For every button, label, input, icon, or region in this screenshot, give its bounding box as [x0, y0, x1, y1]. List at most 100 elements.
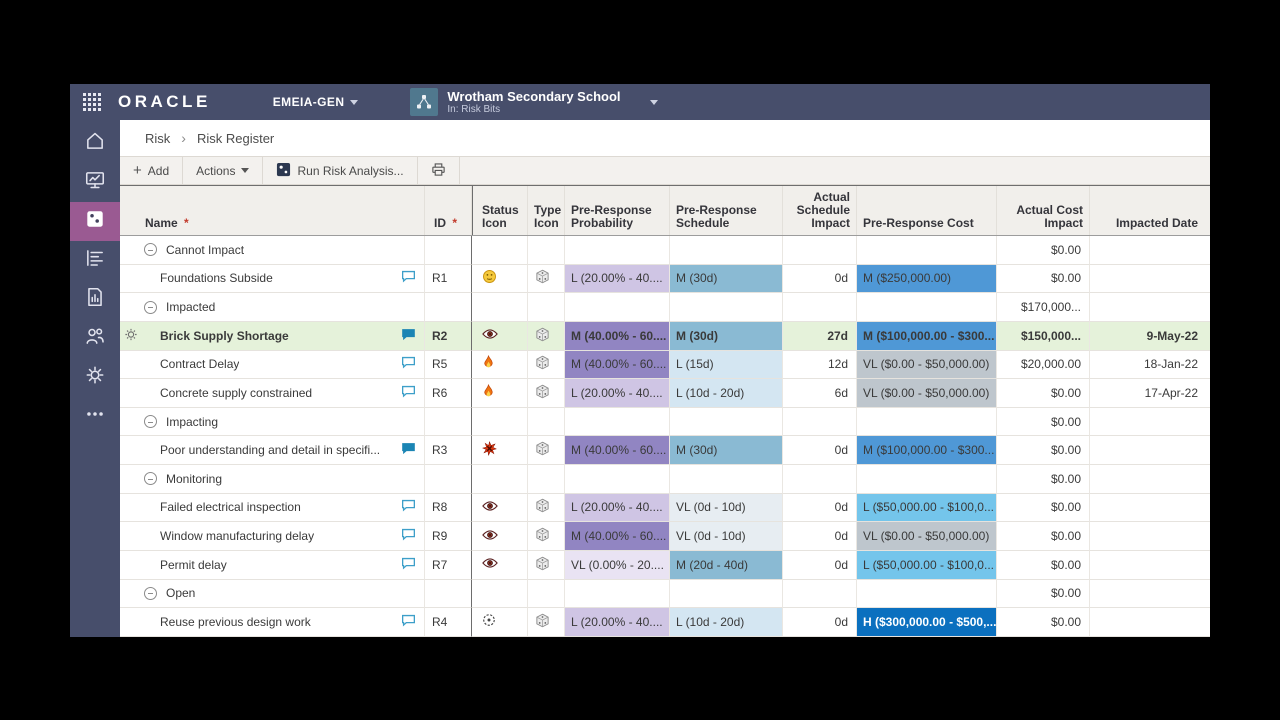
actual-schedule-impact-cell[interactable]: 0d — [783, 493, 857, 523]
comment-icon[interactable] — [401, 328, 416, 344]
probability-cell[interactable] — [565, 236, 670, 265]
probability-cell[interactable]: VL (0.00% - 20.... — [565, 550, 670, 580]
name-cell[interactable]: Foundations Subside — [120, 264, 425, 294]
schedule-cell[interactable]: VL (0d - 10d) — [670, 493, 783, 523]
column-header-type[interactable]: Type Icon — [528, 186, 565, 235]
actual-cost-impact-cell[interactable]: $0.00 — [997, 379, 1090, 408]
collapse-icon[interactable] — [144, 243, 157, 257]
actual-schedule-impact-cell[interactable] — [783, 465, 857, 494]
impacted-date-cell[interactable] — [1090, 551, 1210, 580]
comment-icon[interactable] — [401, 270, 416, 286]
actual-schedule-impact-cell[interactable]: 12d — [783, 350, 857, 380]
status-icon-cell[interactable] — [471, 379, 528, 408]
schedule-cell[interactable]: VL (0d - 10d) — [670, 522, 783, 551]
schedule-cell[interactable]: M (30d) — [670, 321, 783, 351]
actual-cost-impact-cell[interactable]: $150,000... — [997, 321, 1090, 351]
name-cell[interactable]: Contract Delay — [120, 350, 425, 380]
name-cell[interactable]: Permit delay — [120, 550, 425, 580]
name-cell[interactable]: Impacted — [120, 293, 425, 322]
status-icon-cell[interactable] — [471, 321, 528, 351]
actual-cost-impact-cell[interactable]: $0.00 — [997, 436, 1090, 465]
schedule-cell[interactable]: M (20d - 40d) — [670, 550, 783, 580]
impacted-date-cell[interactable] — [1090, 436, 1210, 465]
actual-schedule-impact-cell[interactable]: 0d — [783, 608, 857, 637]
impacted-date-cell[interactable] — [1090, 236, 1210, 265]
actual-schedule-impact-cell[interactable]: 6d — [783, 379, 857, 408]
id-cell[interactable] — [425, 293, 472, 322]
project-selector[interactable]: Wrotham Secondary School In: Risk Bits — [410, 88, 658, 116]
sidebar-item-more-ellipsis[interactable] — [70, 397, 120, 436]
probability-cell[interactable] — [565, 407, 670, 437]
column-header-date[interactable]: Impacted Date — [1115, 216, 1198, 230]
id-cell[interactable]: R9 — [425, 522, 472, 551]
impacted-date-cell[interactable]: 9-May-22 — [1090, 322, 1210, 351]
table-row-R5[interactable]: Contract Delay R5 M (40.00% - 60.... L (15d… — [120, 350, 1210, 380]
schedule-cell[interactable] — [670, 579, 783, 609]
comment-icon[interactable] — [401, 499, 416, 515]
impacted-date-cell[interactable] — [1090, 494, 1210, 523]
impacted-date-cell[interactable] — [1090, 293, 1210, 322]
actual-cost-impact-cell[interactable]: $0.00 — [997, 465, 1090, 494]
type-icon-cell[interactable] — [528, 236, 565, 265]
cost-cell[interactable] — [857, 579, 997, 609]
comment-icon[interactable] — [401, 614, 416, 630]
type-icon-cell[interactable] — [528, 321, 565, 351]
app-grid-icon[interactable] — [82, 92, 102, 112]
print-button[interactable] — [418, 157, 460, 184]
actual-schedule-impact-cell[interactable] — [783, 407, 857, 437]
status-icon-cell[interactable] — [471, 236, 528, 265]
schedule-cell[interactable]: L (10d - 20d) — [670, 379, 783, 408]
comment-icon[interactable] — [401, 528, 416, 544]
actual-schedule-impact-cell[interactable]: 0d — [783, 522, 857, 551]
actual-cost-impact-cell[interactable]: $0.00 — [997, 522, 1090, 551]
id-cell[interactable]: R1 — [425, 264, 472, 294]
column-header-asi[interactable]: Actual Schedule Impact — [783, 186, 857, 235]
type-icon-cell[interactable] — [528, 579, 565, 609]
column-header-name[interactable]: Name * — [120, 186, 425, 235]
cost-cell[interactable]: M ($100,000.00 - $300... — [857, 321, 997, 351]
comment-icon[interactable] — [401, 385, 416, 401]
sidebar-item-people[interactable] — [70, 319, 120, 358]
table-row-R9[interactable]: Window manufacturing delay R9 M (40.00% - … — [120, 522, 1210, 551]
actual-cost-impact-cell[interactable]: $170,000... — [997, 293, 1090, 322]
type-icon-cell[interactable] — [528, 550, 565, 580]
table-row-R2[interactable]: Brick Supply Shortage R2 M (40.00% - 60...… — [120, 321, 1210, 351]
schedule-cell[interactable]: L (15d) — [670, 350, 783, 380]
cost-cell[interactable]: L ($50,000.00 - $100,0... — [857, 550, 997, 580]
table-row-R6[interactable]: Concrete supply constrained R6 L (20.00% -… — [120, 379, 1210, 408]
actual-cost-impact-cell[interactable]: $0.00 — [997, 579, 1090, 609]
breadcrumb-risk[interactable]: Risk — [145, 130, 171, 146]
cost-cell[interactable] — [857, 465, 997, 494]
probability-cell[interactable]: M (40.00% - 60.... — [565, 436, 670, 465]
type-icon-cell[interactable] — [528, 379, 565, 408]
name-cell[interactable]: Failed electrical inspection — [120, 493, 425, 523]
status-icon-cell[interactable] — [471, 407, 528, 437]
id-cell[interactable] — [425, 579, 472, 609]
table-row-R7[interactable]: Permit delay R7 VL (0.00% - 20.... M (20d -… — [120, 550, 1210, 580]
actual-schedule-impact-cell[interactable]: 0d — [783, 264, 857, 294]
add-button[interactable]: + Add — [120, 157, 184, 184]
group-row-impacting[interactable]: Impacting $0.00 — [120, 407, 1210, 437]
column-header-id[interactable]: ID * — [425, 186, 472, 235]
cost-cell[interactable]: L ($50,000.00 - $100,0... — [857, 493, 997, 523]
impacted-date-cell[interactable] — [1090, 608, 1210, 637]
status-icon-cell[interactable] — [471, 522, 528, 551]
probability-cell[interactable]: M (40.00% - 60.... — [565, 522, 670, 551]
status-icon-cell[interactable] — [471, 465, 528, 494]
actual-cost-impact-cell[interactable]: $0.00 — [997, 608, 1090, 637]
workspace-selector[interactable]: EMEIA-GEN — [273, 95, 359, 109]
type-icon-cell[interactable] — [528, 293, 565, 322]
cost-cell[interactable]: H ($300,000.00 - $500,... — [857, 608, 997, 637]
actual-schedule-impact-cell[interactable] — [783, 293, 857, 322]
type-icon-cell[interactable] — [528, 493, 565, 523]
actual-cost-impact-cell[interactable]: $0.00 — [997, 236, 1090, 265]
name-cell[interactable]: Monitoring — [120, 465, 425, 494]
type-icon-cell[interactable] — [528, 407, 565, 437]
impacted-date-cell[interactable] — [1090, 408, 1210, 437]
id-cell[interactable] — [425, 236, 472, 265]
cost-cell[interactable]: VL ($0.00 - $50,000.00) — [857, 522, 997, 551]
comment-icon[interactable] — [401, 442, 416, 458]
impacted-date-cell[interactable] — [1090, 465, 1210, 494]
impacted-date-cell[interactable] — [1090, 580, 1210, 609]
impacted-date-cell[interactable] — [1090, 265, 1210, 294]
